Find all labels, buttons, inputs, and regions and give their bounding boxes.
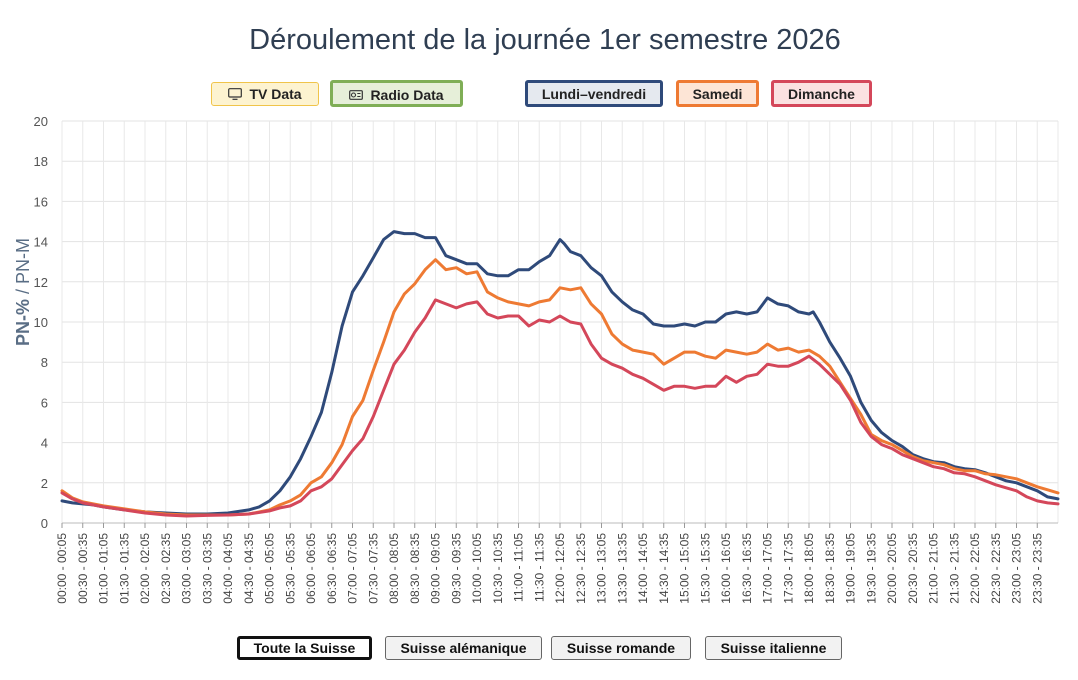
x-tick-label: 23:00 - 23:05 <box>1010 533 1024 604</box>
x-tick-label: 00:30 - 00:35 <box>76 533 90 604</box>
region-label: Suisse alémanique <box>400 640 527 656</box>
x-tick-label: 19:30 - 19:35 <box>864 533 878 604</box>
region-label: Toute la Suisse <box>253 640 356 656</box>
x-tick-label: 21:00 - 21:05 <box>927 533 941 604</box>
chart-series <box>60 230 1060 518</box>
y-tick-label: 12 <box>34 275 48 290</box>
x-tick-label: 05:30 - 05:35 <box>283 533 297 604</box>
x-tick-label: 11:00 - 11:05 <box>512 533 526 602</box>
y-axis-label-bold: PN-% <box>13 299 33 346</box>
x-tick-label: 15:00 - 15:05 <box>678 533 692 604</box>
x-tick-label: 06:30 - 06:35 <box>325 533 339 604</box>
tv-icon <box>228 84 243 106</box>
sunday-toggle-label: Dimanche <box>788 86 855 102</box>
x-tick-label: 07:30 - 07:35 <box>366 533 380 604</box>
x-tick-label: 09:30 - 09:35 <box>449 533 463 604</box>
x-tick-label: 14:30 - 14:35 <box>657 533 671 604</box>
x-tick-label: 12:30 - 12:35 <box>574 533 588 604</box>
chart-grid <box>61 120 1059 524</box>
sunday-toggle-button[interactable]: Dimanche <box>771 80 872 107</box>
y-tick-label: 0 <box>41 516 48 531</box>
region-button-suisse-alemanique[interactable]: Suisse alémanique <box>385 636 542 660</box>
series-line-weekday <box>60 230 1060 516</box>
x-tick-label: 00:00 - 00:05 <box>55 533 69 604</box>
x-tick-label: 22:30 - 22:35 <box>989 533 1003 604</box>
weekday-toggle-label: Lundi–vendredi <box>541 86 647 102</box>
y-tick-label: 16 <box>34 194 48 209</box>
y-tick-label: 6 <box>41 395 48 410</box>
x-tick-label: 08:30 - 08:35 <box>408 533 422 604</box>
x-tick-label: 21:30 - 21:35 <box>947 533 961 604</box>
x-tick-label: 20:30 - 20:35 <box>906 533 920 604</box>
region-button-toute-la-suisse[interactable]: Toute la Suisse <box>237 636 372 660</box>
line-chart: 0 2 4 6 8 10 12 14 16 18 20 00:00 - 00:05 00:30 - 0… <box>13 114 1060 604</box>
x-tick-label: 12:00 - 12:05 <box>553 533 567 604</box>
radio-data-label: Radio Data <box>370 87 444 103</box>
y-axis-label: PN-% / PN-M <box>13 238 33 346</box>
x-tick-label: 09:00 - 09:05 <box>429 533 443 604</box>
x-tick-label: 10:30 - 10:35 <box>491 533 505 604</box>
radio-icon <box>349 84 364 109</box>
x-tick-label: 18:30 - 18:35 <box>823 533 837 604</box>
x-tick-label: 22:00 - 22:05 <box>968 533 982 604</box>
x-axis-ticks: 00:00 - 00:05 00:30 - 00:35 01:00 - 01:05 0… <box>55 523 1044 604</box>
y-tick-label: 2 <box>41 476 48 491</box>
y-tick-label: 20 <box>34 114 48 129</box>
x-tick-label: 15:30 - 15:35 <box>698 533 712 604</box>
tv-data-button[interactable]: TV Data <box>211 82 319 106</box>
x-tick-label: 04:00 - 04:05 <box>221 533 235 604</box>
x-tick-label: 20:00 - 20:05 <box>885 533 899 604</box>
x-tick-label: 13:30 - 13:35 <box>615 533 629 604</box>
x-tick-label: 02:30 - 02:35 <box>159 533 173 604</box>
tv-data-label: TV Data <box>249 86 302 102</box>
x-tick-label: 07:00 - 07:05 <box>346 533 360 604</box>
x-tick-label: 02:00 - 02:05 <box>138 533 152 604</box>
x-tick-label: 04:30 - 04:35 <box>242 533 256 604</box>
x-tick-label: 16:30 - 16:35 <box>740 533 754 604</box>
y-axis-label-rest: / PN-M <box>13 238 33 299</box>
x-tick-label: 10:00 - 10:05 <box>470 533 484 604</box>
chart-title: Déroulement de la journée 1er semestre 2… <box>249 24 841 56</box>
x-tick-label: 08:00 - 08:05 <box>387 533 401 604</box>
region-button-suisse-italienne[interactable]: Suisse italienne <box>705 636 842 660</box>
x-tick-label: 06:00 - 06:05 <box>304 533 318 604</box>
region-button-suisse-romande[interactable]: Suisse romande <box>551 636 691 660</box>
y-tick-label: 4 <box>41 436 48 451</box>
y-tick-label: 14 <box>34 235 48 250</box>
x-tick-label: 05:00 - 05:05 <box>263 533 277 604</box>
weekday-toggle-button[interactable]: Lundi–vendredi <box>525 80 663 107</box>
saturday-toggle-button[interactable]: Samedi <box>676 80 759 107</box>
x-tick-label: 17:30 - 17:35 <box>781 533 795 604</box>
x-tick-label: 19:00 - 19:05 <box>844 533 858 604</box>
saturday-toggle-label: Samedi <box>692 86 743 102</box>
x-tick-label: 23:30 - 23:35 <box>1030 533 1044 604</box>
x-tick-label: 01:30 - 01:35 <box>117 533 131 604</box>
y-tick-label: 8 <box>41 355 48 370</box>
region-label: Suisse italienne <box>720 640 827 656</box>
x-tick-label: 11:30 - 11:35 <box>532 533 546 602</box>
series-line-sunday <box>60 298 1060 518</box>
region-label: Suisse romande <box>566 640 676 656</box>
x-tick-label: 17:00 - 17:05 <box>761 533 775 604</box>
x-tick-label: 03:00 - 03:05 <box>180 533 194 604</box>
y-tick-label: 10 <box>34 315 48 330</box>
x-tick-label: 14:00 - 14:05 <box>636 533 650 604</box>
x-tick-label: 01:00 - 01:05 <box>97 533 111 604</box>
x-tick-label: 18:00 - 18:05 <box>802 533 816 604</box>
series-line-saturday <box>60 258 1060 517</box>
y-axis-ticks: 0 2 4 6 8 10 12 14 16 18 20 <box>34 114 48 531</box>
x-tick-label: 13:00 - 13:05 <box>595 533 609 604</box>
x-tick-label: 03:30 - 03:35 <box>200 533 214 604</box>
radio-data-button[interactable]: Radio Data <box>330 80 463 107</box>
x-tick-label: 16:00 - 16:05 <box>719 533 733 604</box>
y-tick-label: 18 <box>34 154 48 169</box>
